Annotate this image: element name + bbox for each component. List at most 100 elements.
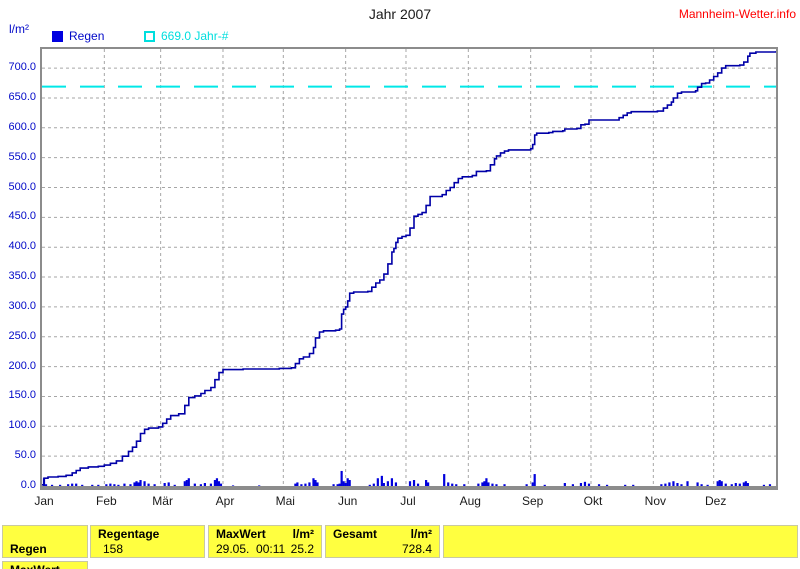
daily-rain-bar bbox=[372, 483, 375, 486]
daily-rain-bar bbox=[209, 483, 213, 486]
daily-rain-bar bbox=[583, 481, 587, 486]
x-axis-month-label: Mai bbox=[275, 494, 295, 508]
daily-rain-bar bbox=[525, 484, 528, 486]
stats-maxwert-date: 29.05. 00:11 bbox=[216, 542, 286, 556]
stats-gesamt-value: 728.4 bbox=[401, 542, 432, 556]
daily-rain-bar bbox=[123, 483, 126, 486]
daily-rain-bar bbox=[187, 478, 190, 486]
daily-rain-bar bbox=[483, 481, 486, 486]
stats-regentage-value: 158 bbox=[103, 542, 124, 556]
daily-rain-bar bbox=[50, 484, 54, 486]
daily-rain-bar bbox=[416, 483, 420, 486]
daily-rain-bar bbox=[716, 481, 719, 486]
daily-rain-bar bbox=[183, 481, 186, 486]
daily-rain-bar bbox=[477, 483, 480, 486]
daily-rain-bar bbox=[427, 482, 430, 486]
stats-maxwert-unit: l/m² bbox=[292, 527, 314, 541]
daily-rain-bar bbox=[75, 483, 78, 486]
x-axis-month-label: Jan bbox=[34, 494, 54, 508]
daily-rain-bar bbox=[744, 481, 747, 486]
daily-rain-bar bbox=[768, 484, 772, 486]
daily-rain-bar bbox=[730, 484, 733, 486]
daily-rain-bar bbox=[346, 478, 349, 486]
y-axis-tick-label: 400.0 bbox=[8, 240, 36, 253]
daily-rain-bar bbox=[217, 481, 221, 486]
daily-rain-bar bbox=[105, 484, 108, 486]
legend-regen-label: Regen bbox=[69, 29, 105, 43]
daily-rain-bar bbox=[706, 484, 709, 486]
daily-rain-bar bbox=[451, 483, 454, 486]
x-axis-month-label: Sep bbox=[521, 494, 544, 508]
daily-rain-bar bbox=[129, 484, 132, 486]
x-axis-month-label: Aug bbox=[459, 494, 481, 508]
legend-reference-label: 669.0 Jahr-# bbox=[161, 29, 229, 43]
daily-rain-bar bbox=[481, 482, 484, 486]
y-axis-tick-label: 100.0 bbox=[8, 419, 36, 432]
daily-rain-bar bbox=[447, 482, 450, 486]
daily-rain-bar bbox=[316, 482, 319, 486]
daily-rain-bar bbox=[734, 483, 737, 486]
y-axis-tick-label: 600.0 bbox=[8, 120, 36, 133]
daily-rain-bar bbox=[167, 482, 170, 486]
daily-rain-bar bbox=[342, 481, 345, 486]
x-axis-month-label: Feb bbox=[95, 494, 117, 508]
daily-rain-bar bbox=[137, 482, 140, 486]
y-axis-tick-label: 500.0 bbox=[8, 180, 36, 193]
y-axis-tick-label: 550.0 bbox=[8, 150, 36, 163]
daily-rain-bar bbox=[113, 484, 116, 486]
daily-rain-bar bbox=[487, 482, 490, 486]
daily-rain-bar bbox=[300, 484, 303, 486]
stats-maxwert-value: 25.2 bbox=[290, 542, 314, 556]
daily-rain-bar bbox=[338, 483, 341, 486]
y-axis-tick-label: 0.0 bbox=[20, 479, 36, 491]
y-axis-tick-label: 650.0 bbox=[8, 90, 36, 103]
daily-rain-bar bbox=[543, 484, 546, 486]
daily-rain-bar bbox=[219, 483, 223, 486]
daily-rain-bar bbox=[533, 474, 536, 486]
daily-rain-bar bbox=[597, 484, 601, 486]
daily-rain-bar bbox=[676, 483, 679, 486]
daily-rain-bar bbox=[340, 470, 343, 486]
stats-row2-label-cell: MaxWert bbox=[2, 561, 88, 569]
daily-rain-bar bbox=[660, 484, 663, 486]
daily-rain-bar bbox=[605, 484, 609, 486]
regen-swatch-icon bbox=[52, 30, 63, 42]
daily-rain-bar bbox=[680, 484, 683, 486]
daily-rain-bar bbox=[762, 484, 766, 486]
daily-rain-bar bbox=[117, 484, 120, 486]
daily-rain-bar bbox=[133, 482, 136, 486]
daily-rain-bar bbox=[668, 482, 671, 486]
stats-cell-regentage: Regentage 158 bbox=[90, 525, 205, 558]
legend-item-reference[interactable]: 669.0 Jahr-# bbox=[144, 29, 228, 43]
daily-rain-bar bbox=[81, 484, 84, 486]
daily-rain-bar bbox=[624, 484, 627, 486]
daily-rain-bar bbox=[153, 484, 156, 486]
page-title: Jahr 2007 bbox=[368, 6, 432, 22]
x-axis-month-label: Okt bbox=[583, 494, 603, 508]
x-axis-month-label: Apr bbox=[215, 494, 235, 508]
daily-rain-bar bbox=[231, 485, 235, 486]
y-axis-tick-label: 200.0 bbox=[8, 359, 36, 372]
daily-rain-bar bbox=[109, 483, 112, 486]
y-axis-tick-label: 250.0 bbox=[8, 329, 36, 342]
daily-rain-bar bbox=[368, 484, 371, 486]
y-axis-tick-label: 50.0 bbox=[14, 449, 36, 462]
stats-cell-empty bbox=[443, 525, 798, 558]
y-axis-tick-label: 350.0 bbox=[8, 270, 36, 283]
x-axis-month-label: Jul bbox=[400, 494, 416, 508]
cumulative-rain-line bbox=[42, 51, 776, 486]
stats-gesamt-unit: l/m² bbox=[410, 527, 432, 541]
daily-rain-bar bbox=[742, 482, 745, 486]
daily-rain-bar bbox=[143, 481, 146, 486]
daily-rain-bar bbox=[348, 480, 351, 486]
y-axis-tick-label: 450.0 bbox=[8, 210, 36, 223]
legend-item-regen[interactable]: Regen bbox=[52, 29, 104, 43]
site-link[interactable]: Mannheim-Wetter.info bbox=[678, 7, 796, 21]
daily-rain-bar bbox=[632, 484, 635, 486]
daily-rain-bar bbox=[700, 484, 703, 486]
daily-rain-bar bbox=[390, 478, 394, 486]
daily-rain-bar bbox=[308, 482, 311, 486]
plot-area bbox=[40, 47, 778, 490]
daily-rain-bar bbox=[193, 483, 196, 486]
